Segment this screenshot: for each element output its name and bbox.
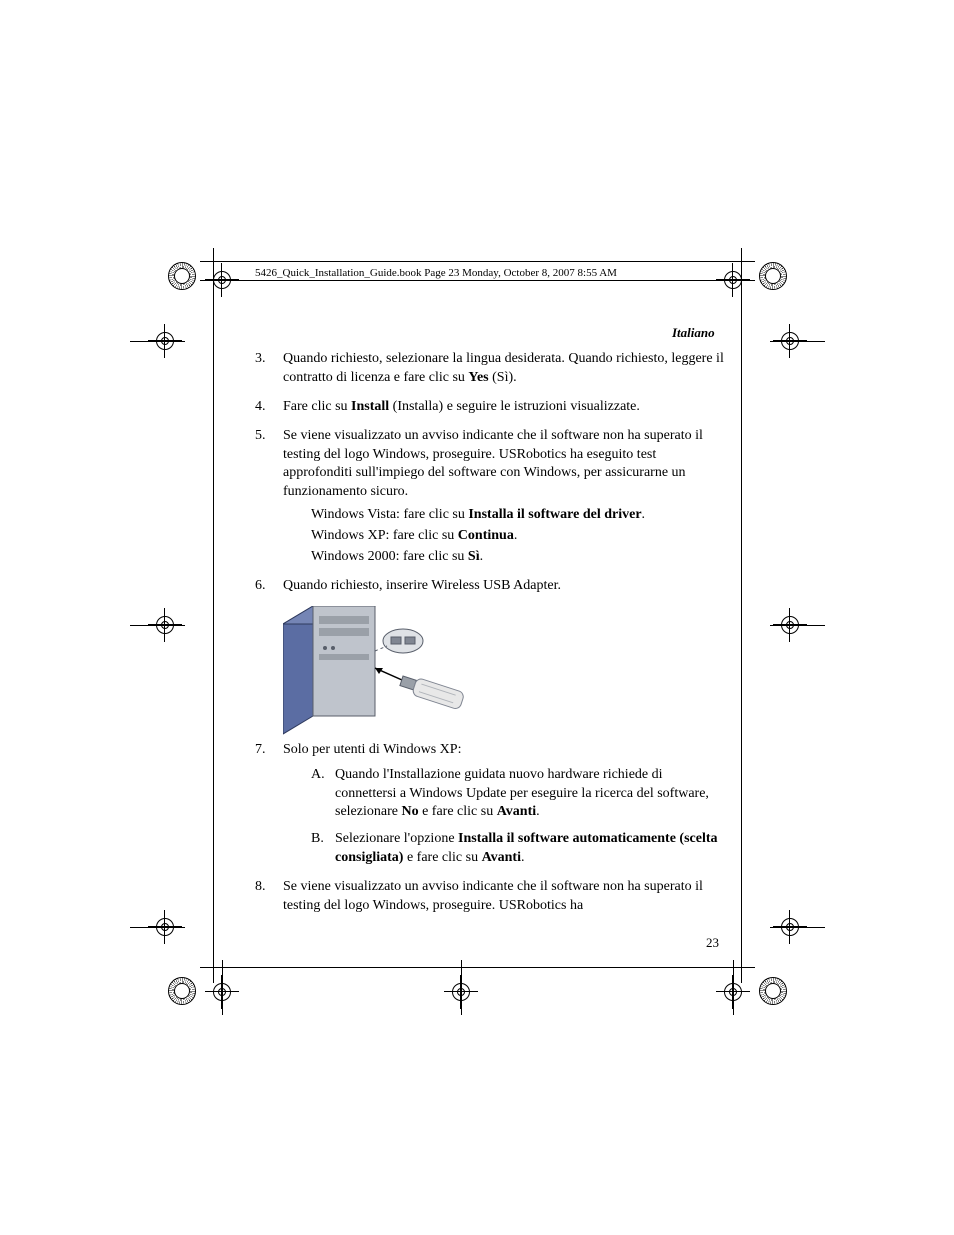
body-text: e fare clic su [403,850,481,865]
running-header: 5426_Quick_Installation_Guide.book Page … [255,267,617,279]
body-text: Windows 2000: fare clic su [311,549,468,564]
item-letter: B. [311,830,324,849]
body-text: . [480,549,484,564]
list-item: 8. Se viene visualizzato un avviso indic… [255,878,725,916]
crosshair-icon [716,263,750,297]
bold-text: Installa il software del driver [468,507,641,522]
body-text: e fare clic su [419,804,497,819]
bold-text: Avanti [497,804,536,819]
body-text: Solo per utenti di Windows XP: [283,742,461,757]
registration-mark-icon [759,977,787,1005]
crop-line [130,927,185,928]
page-number: 23 [706,935,719,951]
body-text: (Sì). [489,370,517,385]
bold-text: Yes [468,370,488,385]
body-text: Se viene visualizzato un avviso indicant… [283,879,703,913]
item-number: 4. [255,398,266,417]
sub-list: A. Quando l'Installazione guidata nuovo … [311,766,725,868]
registration-mark-icon [759,262,787,290]
body-text: . [642,507,646,522]
crop-line [222,960,223,1015]
item-number: 6. [255,577,266,596]
registration-mark-icon [168,977,196,1005]
item-number: 7. [255,741,266,760]
body-text: . [536,804,540,819]
body-text: (Installa) e seguire le istruzioni visua… [389,399,640,414]
bold-text: Avanti [482,850,521,865]
bold-text: Sì [468,549,480,564]
crop-line [200,261,755,262]
item-number: 8. [255,878,266,897]
computer-usb-illustration-icon [283,606,483,736]
list-item: B. Selezionare l'opzione Installa il sof… [311,830,725,868]
list-item: 7. Solo per utenti di Windows XP: A. Qua… [255,741,725,868]
crop-line [770,625,825,626]
bold-text: Install [351,399,389,414]
registration-mark-icon [168,262,196,290]
crop-line [770,927,825,928]
crosshair-icon [205,263,239,297]
item-number: 3. [255,350,266,369]
item-letter: A. [311,766,325,785]
crop-line [130,341,185,342]
crop-line [461,960,462,1015]
body-text: Selezionare l'opzione [335,831,458,846]
body-text: Se viene visualizzato un avviso indicant… [283,428,703,500]
os-instructions: Windows Vista: fare clic su Installa il … [311,506,725,567]
language-label: Italiano [672,325,715,341]
body-text: Quando richiesto, inserire Wireless USB … [283,578,561,593]
crop-line [130,625,185,626]
body-text: . [521,850,525,865]
body-text: Fare clic su [283,399,351,414]
item-number: 5. [255,427,266,446]
list-item: 5. Se viene visualizzato un avviso indic… [255,427,725,567]
list-item: 6. Quando richiesto, inserire Wireless U… [255,577,725,596]
crop-line [213,248,214,983]
page: 5426_Quick_Installation_Guide.book Page … [0,0,954,1235]
list-item: A. Quando l'Installazione guidata nuovo … [311,766,725,823]
crop-line [741,248,742,983]
crop-line [733,960,734,1015]
body-text: . [514,528,518,543]
body-text: Windows XP: fare clic su [311,528,458,543]
crop-line [200,967,755,968]
crop-line [770,341,825,342]
bold-text: Continua [458,528,514,543]
list-item: 4. Fare clic su Install (Installa) e seg… [255,398,725,417]
body-text: Windows Vista: fare clic su [311,507,468,522]
list-item: 3. Quando richiesto, selezionare la ling… [255,350,725,388]
bold-text: No [401,804,418,819]
crop-line [200,280,755,281]
